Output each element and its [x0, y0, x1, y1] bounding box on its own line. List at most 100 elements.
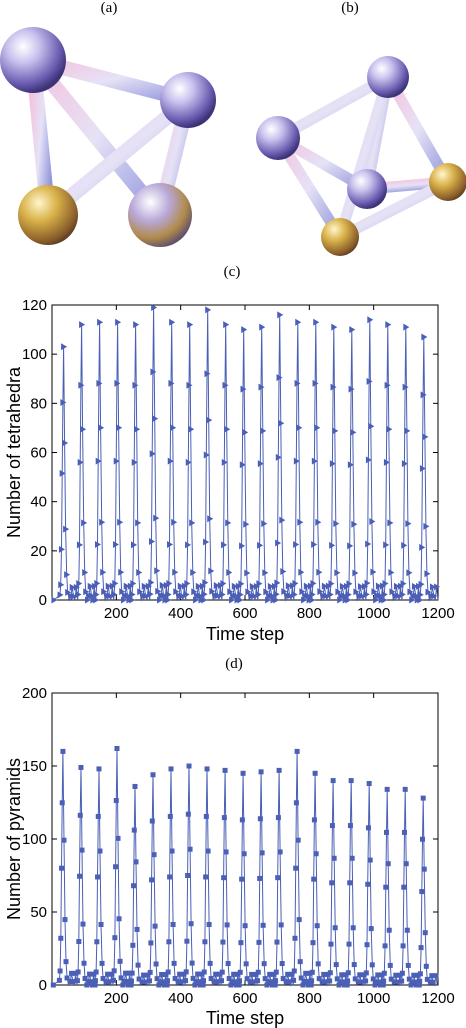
data-point: [100, 568, 107, 576]
data-point: [273, 978, 279, 984]
data-point: [311, 876, 317, 882]
data-point: [227, 588, 234, 596]
data-point: [116, 424, 123, 432]
data-point: [165, 969, 171, 975]
data-point: [399, 970, 405, 976]
data-point: [249, 582, 256, 590]
data-point: [71, 592, 78, 600]
data-point: [358, 979, 364, 985]
data-point: [430, 979, 436, 985]
data-point: [403, 323, 410, 331]
data-point: [219, 969, 225, 975]
data-point: [417, 978, 423, 984]
data-point: [154, 567, 161, 575]
data-point: [50, 982, 56, 988]
data-point: [63, 959, 69, 965]
data-point: [264, 982, 270, 988]
data-point: [164, 982, 170, 988]
data-point: [214, 979, 220, 985]
data-point: [259, 323, 266, 331]
y-tick-label: 0: [39, 977, 47, 994]
data-point: [61, 837, 67, 843]
data-point: [257, 816, 263, 822]
data-point: [142, 979, 148, 985]
data-point: [408, 982, 414, 988]
data-point: [111, 590, 118, 598]
x-tick-label: 1000: [357, 605, 390, 622]
data-point: [201, 596, 208, 604]
data-point: [189, 519, 196, 527]
data-point: [279, 516, 286, 524]
data-point: [189, 960, 195, 966]
data-point: [107, 592, 114, 600]
data-point: [382, 943, 388, 949]
data-point: [124, 978, 130, 984]
data-point: [277, 849, 283, 855]
data-point: [334, 976, 340, 982]
data-point: [251, 592, 258, 600]
data-point: [332, 925, 338, 931]
data-point: [197, 982, 203, 988]
data-point: [419, 464, 426, 472]
data-point: [364, 579, 371, 587]
data-point: [157, 979, 163, 985]
data-point: [114, 745, 120, 751]
series-line-pyramids: [52, 748, 438, 987]
data-point: [237, 978, 243, 984]
data-point: [172, 976, 178, 982]
data-point: [201, 978, 207, 984]
data-point: [315, 518, 322, 526]
data-point: [205, 848, 211, 854]
data-point: [308, 982, 314, 988]
data-point: [423, 963, 429, 969]
data-point: [367, 857, 373, 863]
data-point: [151, 852, 157, 858]
data-point: [321, 582, 328, 590]
data-point: [267, 582, 274, 590]
x-tick-label: 600: [232, 605, 257, 622]
series-markers-pyramids: [50, 745, 439, 988]
data-point: [74, 978, 80, 984]
data-point: [92, 982, 98, 988]
data-point: [273, 969, 279, 975]
data-point: [386, 927, 392, 933]
data-point: [394, 979, 400, 985]
data-point: [260, 427, 267, 435]
data-point: [280, 976, 286, 982]
data-point: [98, 921, 104, 927]
data-point: [188, 425, 195, 433]
data-point: [101, 588, 108, 596]
data-point: [166, 579, 173, 587]
data-point: [88, 979, 94, 985]
data-point: [76, 579, 83, 587]
data-point: [183, 969, 189, 975]
data-point: [80, 425, 87, 433]
panel-label-d: (d): [225, 656, 243, 672]
data-point: [330, 778, 336, 784]
data-point: [301, 978, 307, 984]
data-point: [118, 568, 125, 576]
data-point: [276, 374, 283, 382]
data-point: [131, 541, 138, 549]
data-point: [304, 978, 310, 984]
data-point: [105, 971, 111, 977]
data-point: [93, 590, 100, 598]
data-point: [393, 972, 399, 978]
data-point: [190, 975, 196, 981]
data-point: [316, 568, 323, 576]
data-point: [337, 979, 343, 985]
data-point: [204, 766, 210, 772]
data-point: [336, 982, 342, 988]
data-point: [387, 519, 394, 527]
data-point: [155, 587, 162, 595]
pyramid-vertex-sphere: [429, 163, 466, 201]
data-point: [329, 460, 336, 468]
y-tick-label: 40: [30, 494, 47, 511]
data-point: [416, 982, 422, 988]
data-point: [112, 579, 119, 587]
data-point: [345, 591, 352, 599]
data-point: [94, 540, 101, 548]
data-point: [173, 588, 180, 596]
data-point: [399, 591, 406, 599]
data-point: [89, 982, 95, 988]
